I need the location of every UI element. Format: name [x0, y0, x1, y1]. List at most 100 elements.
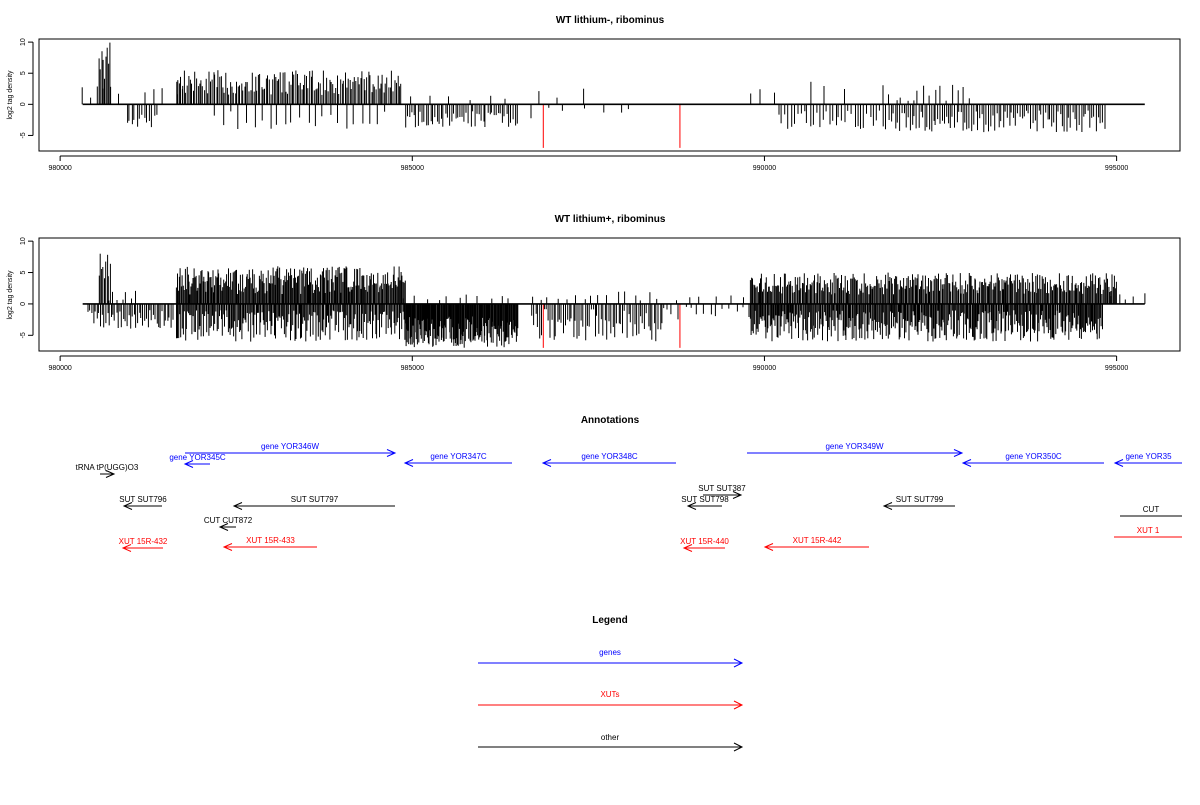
x-tick-label: 990000 [753, 365, 776, 372]
arrowhead-right-icon [732, 491, 743, 499]
x-tick-label: 980000 [48, 365, 71, 372]
feature-label: XUT 15R-433 [246, 536, 295, 545]
annotation-feature: gene YOR346W [185, 442, 397, 457]
arrowhead-left-icon [122, 502, 133, 510]
y-tick-label: 5 [20, 270, 27, 274]
feature-label: SUT SUT798 [681, 495, 729, 504]
y-axis: -5 0 5 10 [20, 237, 34, 338]
feature-label: gene YOR350C [1005, 452, 1062, 461]
track-panel-lithium-minus: WT lithium-, ribominus 980000 985000 99000… [7, 15, 1181, 172]
feature-label: XUT 1 [1137, 526, 1160, 535]
feature-label: gene YOR347C [430, 452, 487, 461]
feature-label: gene YOR346W [261, 442, 320, 451]
y-axis-label: log2 tag density [7, 70, 14, 120]
arrowhead-left-icon [682, 544, 693, 552]
annotation-feature: XUT 15R-442 [763, 536, 869, 551]
annotation-feature: gene YOR349W [747, 442, 964, 457]
x-tick-label: 985000 [401, 365, 424, 372]
y-tick-label: 5 [20, 71, 27, 75]
feature-label: SUT SUT387 [698, 484, 746, 493]
feature-label: gene YOR35 [1125, 452, 1172, 461]
feature-label: CUT [1143, 505, 1160, 514]
x-tick-label: 985000 [401, 165, 424, 172]
legend-item-other: other [478, 733, 744, 752]
arrowhead-left-icon [121, 544, 132, 552]
y-axis: -5 0 5 10 [20, 38, 34, 139]
annotation-feature: CUT [1120, 505, 1182, 517]
highlight-bars [542, 303, 681, 348]
annotation-feature: XUT 15R-432 [119, 537, 168, 552]
annotation-feature: XUT 15R-433 [222, 536, 317, 551]
y-axis-label: log2 tag density [7, 270, 14, 320]
plot-frame [38, 38, 1181, 152]
x-tick-label: 990000 [753, 165, 776, 172]
arrowhead-left-icon [183, 460, 194, 468]
arrowhead-right-icon [105, 470, 116, 478]
feature-label: XUT 15R-442 [793, 536, 842, 545]
legend-panel: Legend genes XUTs other [478, 615, 744, 752]
arrowhead-left-icon [1113, 459, 1124, 467]
feature-label: gene YOR345C [169, 453, 226, 462]
feature-label: XUT 15R-440 [680, 537, 729, 546]
annotation-feature: XUT 15R-440 [680, 537, 729, 552]
arrowhead-right-icon [953, 449, 964, 457]
annotation-feature: SUT SUT797 [232, 495, 395, 510]
legend-label: XUTs [600, 690, 619, 699]
arrowhead-left-icon [686, 502, 697, 510]
legend-item-xuts: XUTs [478, 690, 744, 710]
arrowhead-left-icon [961, 459, 972, 467]
y-tick-label: 10 [20, 38, 27, 46]
arrowhead-right-icon [386, 449, 397, 457]
y-tick-label: 10 [20, 237, 27, 245]
panel-title: WT lithium-, ribominus [556, 15, 665, 26]
annotation-feature: gene YOR345C [169, 453, 226, 468]
x-axis: 980000 985000 990000 995000 [48, 355, 1128, 372]
annotation-feature: SUT SUT387 [698, 484, 746, 499]
x-axis: 980000 985000 990000 995000 [48, 155, 1128, 172]
feature-label: gene YOR349W [825, 442, 884, 451]
legend-arrowhead-icon [733, 658, 744, 668]
panel-title: WT lithium+, ribominus [555, 214, 666, 225]
arrowhead-left-icon [541, 459, 552, 467]
annotation-feature: SUT SUT796 [119, 495, 167, 510]
y-tick-label: 0 [20, 102, 27, 106]
arrowhead-left-icon [403, 459, 414, 467]
annotation-feature: XUT 1 [1114, 526, 1182, 538]
annotation-feature: gene YOR348C [541, 452, 676, 467]
y-tick-label: 0 [20, 302, 27, 306]
feature-label: SUT SUT799 [896, 495, 944, 504]
arrowhead-left-icon [232, 502, 243, 510]
annotation-feature: gene YOR347C [403, 452, 512, 467]
legend-arrowhead-icon [733, 700, 744, 710]
legend-label: other [601, 733, 620, 742]
feature-label: SUT SUT797 [291, 495, 339, 504]
annotation-feature: SUT SUT799 [882, 495, 955, 510]
feature-label: XUT 15R-432 [119, 537, 168, 546]
feature-label: CUT CUT872 [204, 516, 253, 525]
annotations-title: Annotations [581, 415, 640, 426]
track-panel-lithium-plus: WT lithium+, ribominus 980000 985000 99000… [7, 214, 1181, 372]
feature-label: SUT SUT796 [119, 495, 167, 504]
y-tick-label: -5 [20, 332, 27, 338]
annotation-feature: SUT SUT798 [681, 495, 729, 510]
feature-label: gene YOR348C [581, 452, 638, 461]
arrowhead-left-icon [218, 523, 229, 531]
legend-arrowhead-icon [733, 742, 744, 752]
feature-label: tRNA tP(UGG)O3 [76, 463, 139, 472]
legend-label: genes [599, 648, 621, 657]
annotation-feature: gene YOR350C [961, 452, 1104, 467]
arrowhead-left-icon [763, 543, 774, 551]
x-tick-label: 995000 [1105, 165, 1128, 172]
signal-bars [87, 253, 1146, 348]
signal-bars [81, 42, 1106, 133]
legend-title: Legend [592, 615, 628, 626]
x-tick-label: 980000 [48, 165, 71, 172]
x-tick-label: 995000 [1105, 365, 1128, 372]
annotation-features: gene YOR346W gene YOR345C gene YOR347C gene… [76, 442, 1182, 552]
arrowhead-left-icon [882, 502, 893, 510]
arrowhead-left-icon [222, 543, 233, 551]
y-tick-label: -5 [20, 132, 27, 138]
annotation-feature: tRNA tP(UGG)O3 [76, 463, 139, 478]
